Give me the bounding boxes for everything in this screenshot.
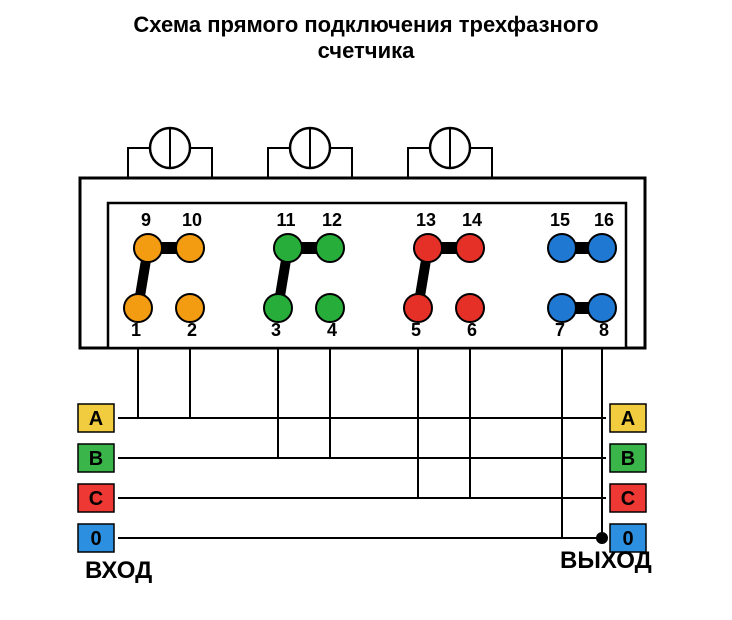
svg-text:5: 5 — [411, 320, 421, 340]
svg-text:16: 16 — [594, 210, 614, 230]
input-label: ВХОД — [85, 557, 152, 584]
wiring-diagram: AABBCC0012345678910111213141516ВХОДВЫХОД — [0, 78, 732, 615]
terminal-2 — [176, 294, 204, 322]
terminal-6 — [456, 294, 484, 322]
terminal-11 — [274, 234, 302, 262]
terminal-4 — [316, 294, 344, 322]
terminal-16 — [588, 234, 616, 262]
terminal-9 — [134, 234, 162, 262]
svg-text:4: 4 — [327, 320, 337, 340]
svg-text:A: A — [621, 408, 635, 430]
svg-text:14: 14 — [462, 210, 482, 230]
svg-text:A: A — [89, 408, 103, 430]
terminal-5 — [404, 294, 432, 322]
svg-text:3: 3 — [271, 320, 281, 340]
bus-bars — [78, 404, 646, 552]
svg-text:9: 9 — [141, 210, 151, 230]
svg-text:C: C — [621, 488, 635, 510]
terminal-13 — [414, 234, 442, 262]
terminal-8 — [588, 294, 616, 322]
svg-text:B: B — [621, 448, 635, 470]
terminal-7 — [548, 294, 576, 322]
svg-text:13: 13 — [416, 210, 436, 230]
svg-text:15: 15 — [550, 210, 570, 230]
svg-text:7: 7 — [555, 320, 565, 340]
svg-text:0: 0 — [90, 528, 101, 550]
svg-text:10: 10 — [182, 210, 202, 230]
terminal-10 — [176, 234, 204, 262]
terminal-15 — [548, 234, 576, 262]
svg-text:12: 12 — [322, 210, 342, 230]
terminal-1 — [124, 294, 152, 322]
title-line2: счетчика — [0, 38, 732, 64]
svg-text:1: 1 — [131, 320, 141, 340]
title-line1: Схема прямого подключения трехфазного — [0, 12, 732, 38]
svg-text:6: 6 — [467, 320, 477, 340]
svg-text:11: 11 — [276, 210, 295, 230]
terminal-12 — [316, 234, 344, 262]
terminal-3 — [264, 294, 292, 322]
svg-text:B: B — [89, 448, 103, 470]
svg-text:8: 8 — [599, 320, 609, 340]
terminal-14 — [456, 234, 484, 262]
output-label: ВЫХОД — [560, 547, 652, 574]
svg-text:C: C — [89, 488, 103, 510]
svg-text:2: 2 — [187, 320, 197, 340]
